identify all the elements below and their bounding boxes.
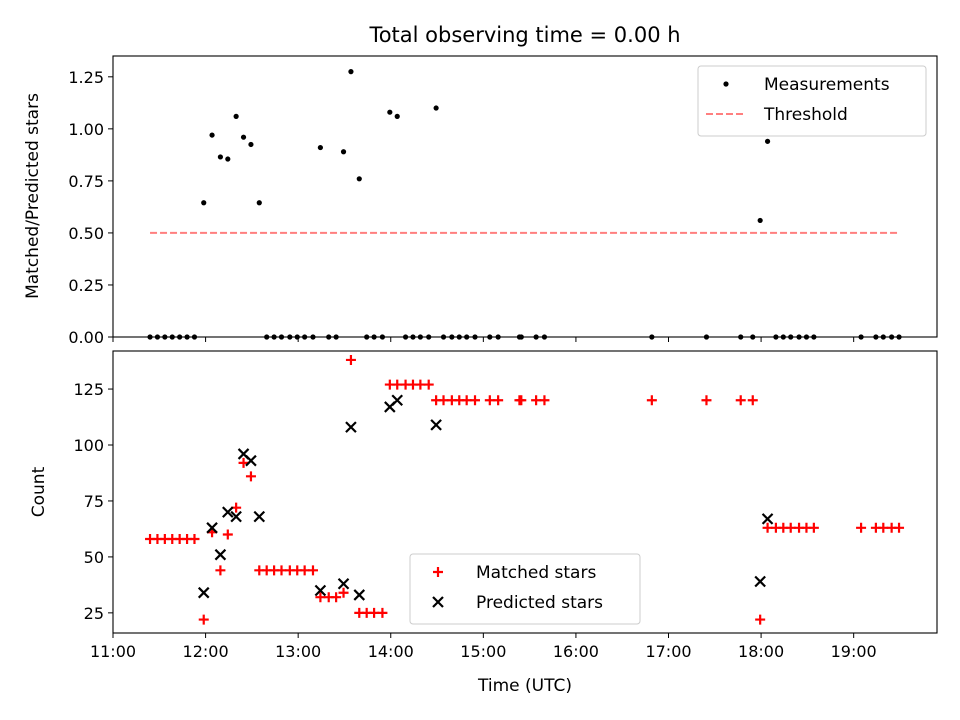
bottom-y-tick-label: 50 [84, 548, 104, 567]
predicted-star-point [230, 510, 242, 523]
matched-star-point [856, 522, 867, 533]
matched-star-point [189, 534, 200, 544]
predicted-star-point [214, 548, 227, 561]
top-y-tick-label: 1.25 [68, 68, 104, 87]
matched-star-point [345, 354, 356, 365]
measurement-point [394, 113, 400, 119]
predicted-star-point [754, 575, 766, 588]
measurement-point [356, 176, 362, 182]
predicted-star-point [337, 577, 350, 590]
bottom-x-tick-label: 12:00 [183, 642, 229, 661]
bottom-series-0 [145, 354, 905, 625]
measurement-point [317, 144, 323, 151]
matched-star-point [701, 395, 712, 406]
matched-star-point [808, 522, 819, 533]
measurement-point [201, 200, 207, 206]
top-y-axis-label: Matched/Predicted stars [23, 93, 43, 299]
legend-label: Measurements [764, 75, 890, 95]
matched-star-point [331, 592, 342, 603]
measurement-point [340, 149, 347, 155]
measurement-point [348, 69, 354, 75]
matched-star-point [755, 614, 766, 625]
bottom-y-tick-label: 75 [84, 492, 104, 511]
matched-star-point [198, 614, 209, 625]
matched-star-point [307, 565, 318, 576]
matched-star-point [222, 529, 233, 540]
top-y-tick-label: 0.75 [68, 172, 104, 191]
bottom-y-tick-label: 125 [73, 380, 104, 399]
bottom-y-axis-label: Count [29, 466, 49, 517]
bottom-series-1 [197, 394, 774, 601]
predicted-star-point [761, 513, 774, 525]
predicted-star-point [391, 394, 404, 407]
bottom-x-tick-label: 18:00 [738, 642, 784, 661]
matched-star-point [646, 395, 657, 406]
matched-star-point [539, 395, 550, 406]
chart-title: Total observing time = 0.00 h [368, 23, 680, 47]
measurement-point [233, 113, 239, 119]
top-legend: Measurements Threshold [697, 65, 927, 137]
matched-star-point [735, 395, 746, 406]
legend-measurement-swatch [723, 81, 729, 87]
matched-star-point [423, 379, 434, 390]
legend-label: Matched stars [476, 563, 596, 583]
top-y-tick-label: 0.00 [68, 328, 104, 347]
predicted-star-point [197, 586, 210, 599]
bottom-legend-box [409, 553, 641, 625]
measurement-point [209, 132, 215, 138]
predicted-star-point [430, 419, 442, 431]
measurement-point [256, 200, 262, 206]
matched-star-point [215, 565, 226, 576]
bottom-x-tick-label: 17:00 [645, 642, 691, 661]
measurement-point [240, 134, 247, 140]
bottom-x-tick-label: 16:00 [553, 642, 599, 661]
bottom-legend: Matched stars Predicted stars [409, 553, 641, 625]
measurement-point [225, 156, 231, 162]
top-y-tick-label: 0.25 [68, 276, 104, 295]
bottom-axes-frame [112, 350, 938, 634]
bottom-x-tick-label: 11:00 [90, 642, 136, 661]
measurement-point [757, 217, 763, 224]
top-y-tick-label: 0.50 [68, 224, 104, 243]
legend-predicted-swatch [432, 596, 444, 608]
matched-star-point [238, 457, 249, 468]
predicted-star-point [206, 522, 218, 534]
measurement-point [433, 105, 439, 111]
measurement-point [764, 138, 771, 144]
bottom-y-tick-label: 25 [84, 604, 104, 623]
matched-star-point [245, 471, 256, 482]
measurement-point [248, 141, 254, 148]
matched-star-point [516, 395, 527, 406]
matched-star-point [747, 395, 758, 406]
predicted-star-point [345, 421, 357, 433]
top-y-tick-label: 1.00 [68, 120, 104, 139]
predicted-star-point [222, 506, 234, 518]
predicted-star-point [245, 454, 257, 467]
bottom-x-tick-label: 14:00 [368, 642, 414, 661]
matched-star-point [493, 395, 504, 406]
top-legend-box [697, 65, 927, 137]
legend-label: Threshold [763, 105, 848, 125]
measurement-point [387, 109, 393, 115]
matched-star-point [894, 522, 905, 533]
legend-matched-swatch [433, 567, 443, 577]
bottom-x-tick-label: 15:00 [460, 642, 506, 661]
x-axis-label: Time (UTC) [477, 676, 572, 696]
predicted-star-point [353, 589, 366, 601]
bottom-panel: 25 50 75 100 125 11:00 12:00 13:00 14:00 15:00 16:… [73, 350, 938, 661]
top-panel: 0.00 0.25 0.50 0.75 1.00 1.25 Measurements Thre… [68, 55, 938, 347]
matched-star-point [377, 607, 388, 618]
legend-label: Predicted stars [476, 593, 603, 613]
matched-star-point [338, 587, 349, 598]
top-axes-frame [112, 55, 938, 338]
bottom-y-tick-label: 100 [73, 436, 104, 455]
bottom-x-tick-label: 19:00 [831, 642, 877, 661]
predicted-star-point [314, 584, 327, 597]
measurement-point [217, 154, 223, 160]
predicted-star-point [253, 510, 266, 523]
matched-star-point [470, 395, 481, 406]
bottom-x-tick-label: 13:00 [275, 642, 321, 661]
